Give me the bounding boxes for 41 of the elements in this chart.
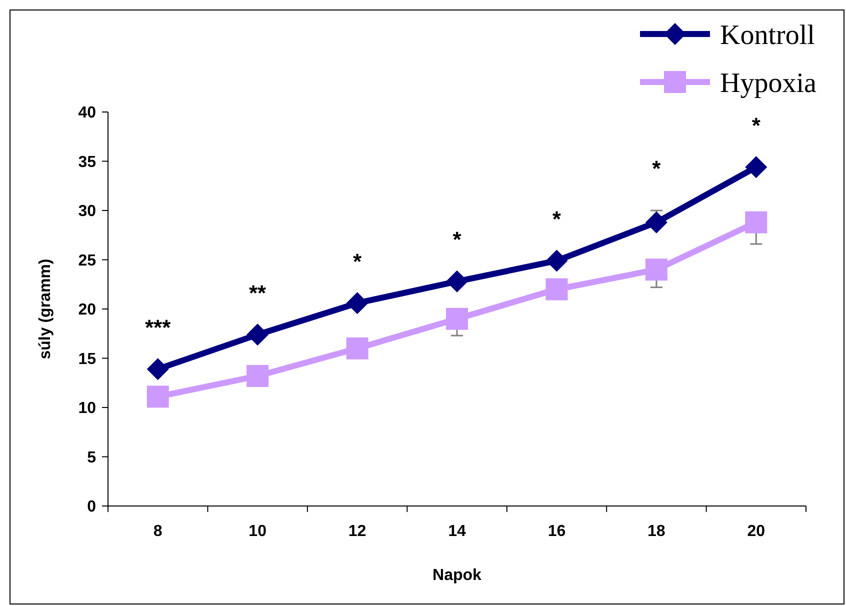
point <box>446 308 468 330</box>
point <box>146 386 169 408</box>
annotation: * <box>353 248 362 274</box>
point <box>146 358 169 380</box>
x-tick-label: 14 <box>448 523 466 540</box>
point <box>645 211 668 234</box>
y-tick-label: 0 <box>87 498 96 516</box>
annotation: * <box>752 112 761 138</box>
y-tick-label: 10 <box>78 400 96 418</box>
point <box>346 337 368 360</box>
x-tick-label: 18 <box>648 523 666 540</box>
annotation: * <box>452 227 462 252</box>
annotation: * <box>652 156 662 182</box>
point <box>246 324 269 346</box>
point <box>446 270 468 292</box>
point <box>246 364 269 387</box>
point <box>645 258 668 281</box>
annotation: *** <box>145 314 172 340</box>
y-tick-label: 5 <box>87 449 96 466</box>
point <box>346 292 368 314</box>
y-axis-title: súly (gramm) <box>37 258 54 360</box>
y-tick-label: 40 <box>78 104 96 122</box>
legend-label: Kontroll <box>720 20 816 51</box>
y-tick-label: 25 <box>78 252 96 270</box>
x-tick-label: 20 <box>747 523 766 540</box>
y-tick-label: 30 <box>78 203 96 220</box>
point <box>546 278 568 300</box>
y-tick-label: 20 <box>78 302 96 319</box>
y-tick-label: 35 <box>78 154 96 171</box>
point <box>745 156 768 178</box>
x-tick-label: 8 <box>153 523 162 540</box>
x-tick-label: 12 <box>348 523 366 540</box>
annotation: * <box>552 206 562 232</box>
y-tick-label: 15 <box>78 350 96 368</box>
x-tick-label: 10 <box>248 523 267 540</box>
legend-label: Hypoxia <box>720 68 817 99</box>
point <box>546 250 568 272</box>
annotation: ** <box>249 280 267 306</box>
x-tick-label: 16 <box>548 523 566 540</box>
x-axis-title: Napok <box>432 567 482 584</box>
point <box>745 211 768 234</box>
